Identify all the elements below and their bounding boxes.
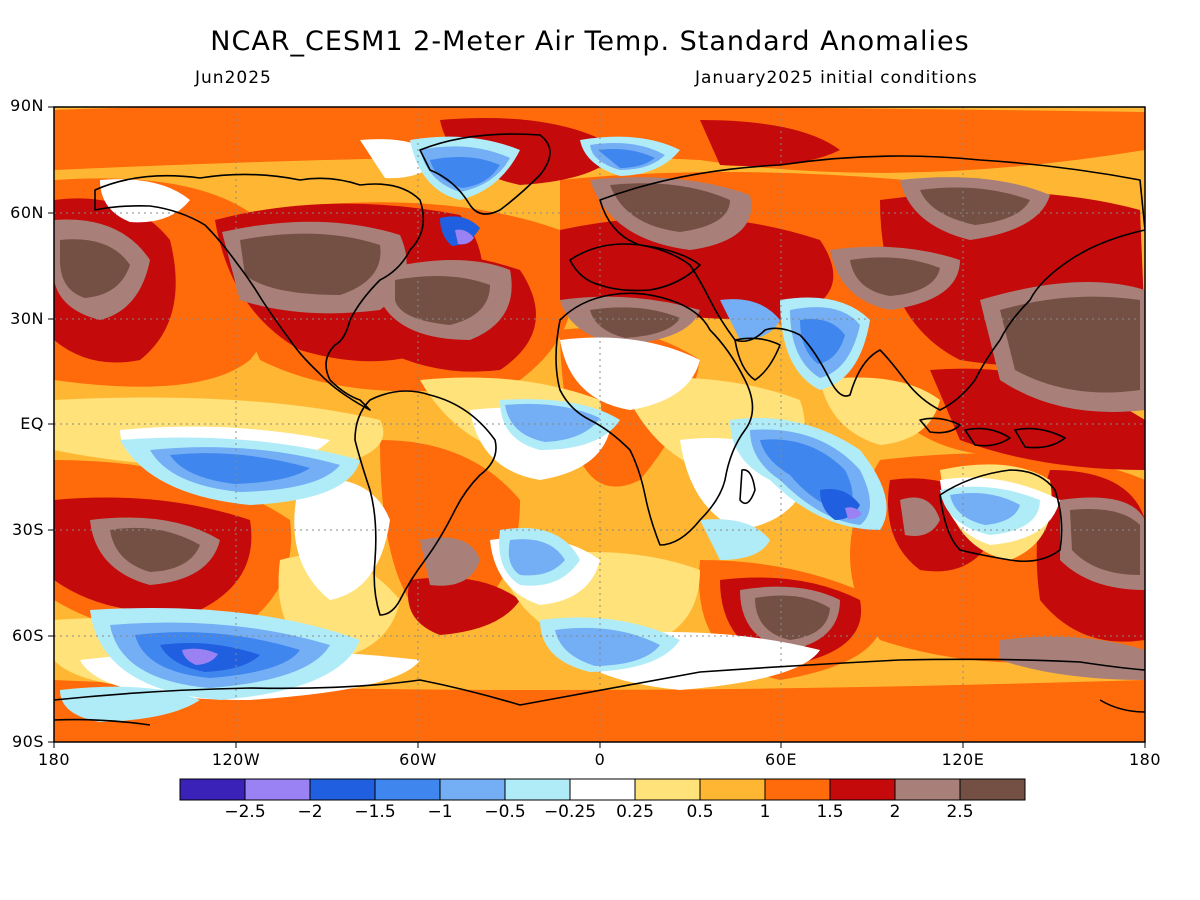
- map-title: NCAR_CESM1 2-Meter Air Temp. Standard An…: [210, 26, 970, 57]
- lon-label-120e: 120E: [941, 750, 985, 769]
- grid-lines: [54, 107, 1145, 742]
- colorbar-label: −1.5: [354, 802, 396, 822]
- colorbar-label: −0.5: [484, 802, 526, 822]
- axis-ticks: [48, 106, 1146, 748]
- colorbar-swatch: [959, 778, 1026, 801]
- colorbar-swatch: [894, 778, 961, 801]
- colorbar-swatch: [634, 778, 701, 801]
- colorbar-label: −2: [297, 802, 323, 822]
- lon-label-120w: 120W: [211, 750, 261, 769]
- colorbar-label: −2.5: [224, 802, 266, 822]
- colorbar-swatch: [569, 778, 636, 801]
- lat-label-60n: 60N: [10, 203, 44, 222]
- colorbar-swatch: [309, 778, 376, 801]
- colorbar-label: −1: [427, 802, 453, 822]
- lon-label-60e: 60E: [765, 750, 797, 769]
- colorbar-label: 2: [889, 802, 901, 822]
- lat-label-30n: 30N: [10, 309, 44, 328]
- colorbar-swatch: [179, 778, 246, 801]
- colorbar-swatch: [374, 778, 441, 801]
- lon-label-0: 0: [594, 750, 606, 769]
- lat-label-90s: 90S: [11, 732, 44, 751]
- lon-label-180e: 180: [1128, 750, 1162, 769]
- lat-label-eq: EQ: [20, 414, 44, 433]
- lon-label-60w: 60W: [399, 750, 437, 769]
- colorbar-label: 1: [759, 802, 771, 822]
- colorbar-swatch: [504, 778, 571, 801]
- colorbar-label: 0.5: [686, 802, 714, 822]
- lon-label-180w: 180: [37, 750, 71, 769]
- colorbar-swatch: [244, 778, 311, 801]
- colorbar-label: −0.25: [543, 802, 597, 822]
- lat-label-30s: 30S: [11, 520, 44, 539]
- lat-label-60s: 60S: [11, 626, 44, 645]
- colorbar-label: 2.5: [946, 802, 974, 822]
- anomaly-field: [54, 107, 1145, 742]
- colorbar-swatch: [699, 778, 766, 801]
- colorbar-swatch: [764, 778, 831, 801]
- colorbar-swatch: [829, 778, 896, 801]
- forecast-month: Jun2025: [195, 68, 272, 88]
- initial-conditions: January2025 initial conditions: [695, 68, 978, 88]
- coastlines: [54, 133, 1145, 726]
- colorbar-label: 1.5: [816, 802, 844, 822]
- lat-label-90n: 90N: [10, 96, 44, 115]
- colorbar-label: 0.25: [616, 802, 654, 822]
- colorbar-swatch: [439, 778, 506, 801]
- colorbar: [179, 778, 1026, 801]
